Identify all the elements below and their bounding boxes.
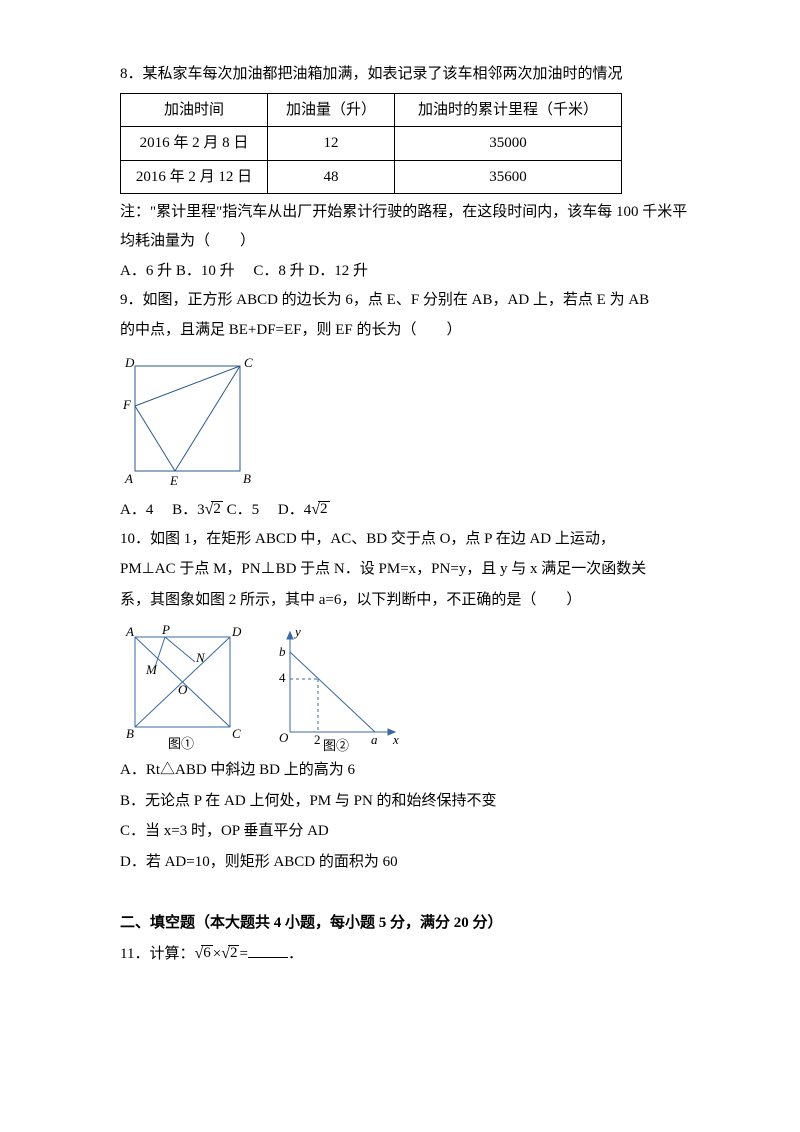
th: 加油量（升）	[268, 93, 395, 127]
th: 加油时间	[121, 93, 268, 127]
td: 12	[268, 127, 395, 161]
q9-b-rad: 2	[211, 501, 223, 517]
q10-stem2: PM⊥AC 于点 M，PN⊥BD 于点 N．设 PM=x，PN=y，且 y 与 …	[120, 555, 690, 584]
q9-figure: D C F A E B	[120, 351, 255, 491]
q8-table: 加油时间 加油量（升） 加油时的累计里程（千米） 2016 年 2 月 8 日 …	[120, 93, 622, 195]
table-row: 加油时间 加油量（升） 加油时的累计里程（千米）	[121, 93, 622, 127]
q9-b-pre: 3	[197, 502, 205, 518]
svg-text:图②: 图②	[323, 738, 349, 752]
td: 2016 年 2 月 12 日	[121, 160, 268, 194]
q9-d-rad: 2	[318, 501, 330, 517]
svg-text:b: b	[279, 644, 286, 659]
td: 48	[268, 160, 395, 194]
q10-stem3: 系，其图象如图 2 所示，其中 a=6，以下判断中，不正确的是（ ）	[120, 586, 690, 615]
q11: 11．计算：6×2=．	[120, 939, 690, 969]
svg-text:A: A	[125, 624, 134, 639]
q10-figure1: A P D B C M N O 图①	[120, 622, 245, 752]
svg-text:F: F	[122, 397, 132, 412]
q10-figure2: y b 4 O 2 a x 图②	[265, 622, 405, 752]
q10-optB: B．无论点 P 在 AD 上何处，PM 与 PN 的和始终保持不变	[120, 787, 690, 816]
svg-text:4: 4	[279, 670, 286, 685]
q8-choices: A．6 升 B．10 升 C．8 升 D．12 升	[120, 257, 690, 286]
svg-text:x: x	[392, 732, 399, 747]
svg-text:O: O	[279, 730, 289, 745]
q11-blank	[248, 942, 288, 958]
td: 35600	[395, 160, 622, 194]
svg-text:E: E	[169, 473, 178, 488]
q8-note: 注："累计里程"指汽车从出厂开始累计行驶的路程，在这段时间内，该车每 100 千…	[120, 198, 690, 255]
svg-text:2: 2	[314, 732, 321, 747]
q8-b: 10 升	[201, 263, 235, 279]
table-row: 2016 年 2 月 12 日 48 35600	[121, 160, 622, 194]
svg-text:P: P	[161, 622, 170, 637]
q11-r1: 6	[201, 945, 213, 961]
q11-pre: 11．计算：	[120, 946, 194, 962]
q10-stem1: 10．如图 1，在矩形 ABCD 中，AC、BD 交于点 O，点 P 在边 AD…	[120, 525, 690, 554]
q8-a: 6 升	[146, 263, 172, 279]
svg-text:M: M	[145, 662, 158, 677]
svg-text:O: O	[178, 682, 188, 697]
q10-optA: A．Rt△ABD 中斜边 BD 上的高为 6	[120, 756, 690, 785]
svg-text:C: C	[232, 726, 241, 741]
svg-text:C: C	[244, 355, 253, 370]
q8-c: 8 升	[278, 263, 304, 279]
table-row: 2016 年 2 月 8 日 12 35000	[121, 127, 622, 161]
q8-d: 12 升	[334, 263, 368, 279]
q9-stem1: 9．如图，正方形 ABCD 的边长为 6，点 E、F 分别在 AB，AD 上，若…	[120, 286, 690, 315]
q10-optC: C．当 x=3 时，OP 垂直平分 AD	[120, 817, 690, 846]
th: 加油时的累计里程（千米）	[395, 93, 622, 127]
svg-text:a: a	[371, 732, 378, 747]
q11-r2: 2	[228, 945, 240, 961]
q11-op: ×	[213, 946, 221, 962]
section2-title: 二、填空题（本大题共 4 小题，每小题 5 分，满分 20 分）	[120, 909, 690, 938]
svg-text:B: B	[243, 471, 251, 486]
svg-text:B: B	[126, 726, 134, 741]
q9-stem2: 的中点，且满足 BE+DF=EF，则 EF 的长为（ ）	[120, 316, 690, 345]
q10-optD: D．若 AD=10，则矩形 ABCD 的面积为 60	[120, 848, 690, 877]
q9-choices: A．4 B．32 C．5 D．42	[120, 495, 690, 525]
q9-a: 4	[146, 502, 154, 518]
td: 2016 年 2 月 8 日	[121, 127, 268, 161]
q9-c: 5	[252, 502, 260, 518]
svg-text:N: N	[195, 650, 206, 665]
td: 35000	[395, 127, 622, 161]
svg-text:A: A	[124, 471, 133, 486]
q8-stem: 8．某私家车每次加油都把油箱加满，如表记录了该车相邻两次加油时的情况	[120, 60, 690, 89]
svg-text:y: y	[293, 624, 301, 639]
svg-text:图①: 图①	[168, 736, 194, 751]
q11-eq: =	[239, 946, 247, 962]
svg-text:D: D	[231, 624, 242, 639]
svg-text:D: D	[124, 355, 135, 370]
